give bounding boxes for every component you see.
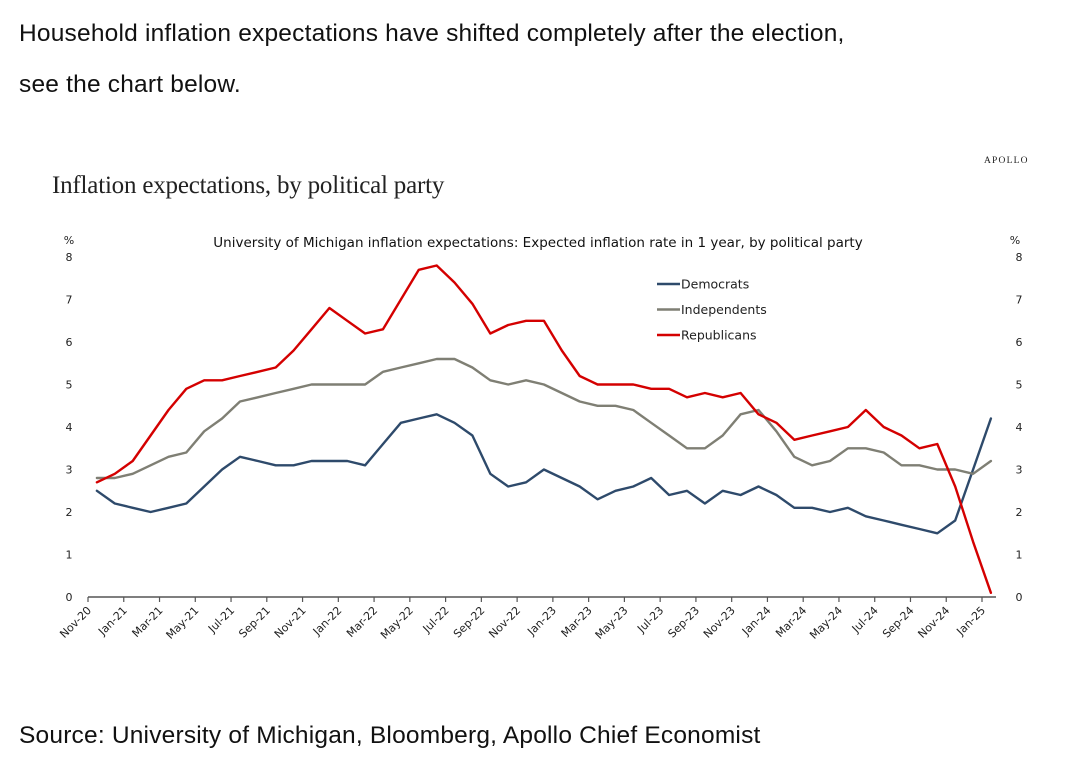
x-tick-label: Sep-21 [236,604,273,641]
x-tick-label: Nov-20 [57,604,94,641]
x-tick-label: Jan-24 [739,604,774,639]
legend-label-republicans: Republicans [681,328,757,343]
intro-line-2: see the chart below. [19,71,241,98]
x-tick-label: May-22 [378,604,416,642]
x-tick-label: Jan-21 [95,604,130,639]
y-axis-unit-left: % [64,234,74,247]
y-tick-label-left: 2 [66,506,73,519]
x-tick-label: Sep-24 [880,604,917,641]
y-tick-label-right: 1 [1016,549,1023,562]
intro-text: Household inflation expectations have sh… [19,8,1059,110]
x-tick-label: Jul-24 [849,604,881,636]
x-tick-label: Mar-24 [773,604,809,640]
series-line-independents [95,357,993,480]
x-tick-label: Jan-25 [954,604,989,639]
chart-title: Inflation expectations, by political par… [52,172,445,199]
x-tick-label: Jul-23 [634,604,666,636]
series-line-republicans [95,264,993,594]
y-tick-label-left: 0 [66,591,73,604]
y-tick-label-left: 3 [66,464,73,477]
series-line-democrats [95,413,993,535]
x-tick-label: Sep-22 [451,604,488,641]
x-tick-label: Nov-21 [272,604,309,641]
series-lines [95,264,993,594]
legend-label-independents: Independents [681,302,767,317]
x-tick-label: Sep-23 [665,604,702,641]
x-tick-label: May-23 [593,604,631,642]
x-tick-label: Nov-23 [701,604,738,641]
line-chart: University of Michigan inflation expecta… [57,234,1023,642]
y-axis-unit-right: % [1010,234,1020,247]
x-tick-label: May-24 [807,604,845,642]
x-tick-label: Mar-21 [130,604,166,640]
x-tick-label: Mar-23 [559,604,595,640]
x-tick-label: Jan-22 [310,604,345,639]
y-tick-label-right: 5 [1016,379,1023,392]
x-tick-label: Jan-23 [524,604,559,639]
y-tick-label-right: 0 [1016,591,1023,604]
x-tick-label: Jul-21 [205,604,237,636]
y-tick-label-left: 6 [66,336,73,349]
intro-line-1: Household inflation expectations have sh… [19,20,845,47]
brand-logo-text: APOLLO [984,156,1029,166]
source-note: Source: University of Michigan, Bloomber… [19,722,761,749]
y-tick-label-left: 8 [66,251,73,264]
legend: Democrats Independents Republicans [657,277,767,343]
y-axis-right: 0 1 2 3 4 5 6 7 8 [1016,251,1023,604]
x-tick-label: Jul-22 [420,604,452,636]
y-tick-label-left: 5 [66,379,73,392]
y-tick-label-right: 3 [1016,464,1023,477]
x-tick-label: May-21 [164,604,202,642]
y-tick-label-left: 7 [66,294,73,307]
x-tick-label: Nov-24 [915,604,952,641]
chart-subtitle: University of Michigan inflation expecta… [213,235,862,251]
y-tick-label-right: 8 [1016,251,1023,264]
y-tick-label-right: 6 [1016,336,1023,349]
x-tick-label: Nov-22 [486,604,523,641]
y-tick-label-right: 7 [1016,294,1023,307]
y-tick-label-left: 4 [66,421,73,434]
y-axis-left: 0 1 2 3 4 5 6 7 8 [66,251,73,604]
x-tick-label: Mar-22 [344,604,380,640]
y-tick-label-left: 1 [66,549,73,562]
legend-label-democrats: Democrats [681,277,749,292]
y-tick-label-right: 2 [1016,506,1023,519]
y-tick-label-right: 4 [1016,421,1023,434]
